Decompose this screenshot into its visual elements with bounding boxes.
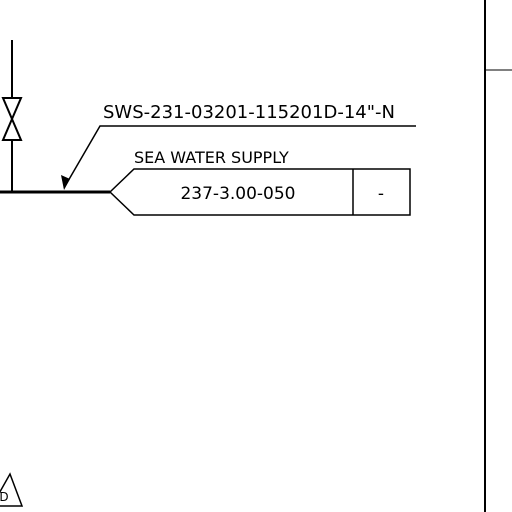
gate-valve-icon — [1, 97, 23, 141]
revision-mark-label: D — [0, 490, 9, 504]
service-label: SEA WATER SUPPLY — [134, 148, 289, 167]
drawing-ref-label: 237-3.00-050 — [180, 184, 295, 204]
offpage-connector: 237-3.00-050 - — [108, 168, 411, 216]
leader-line — [61, 125, 416, 190]
drawing-border — [484, 0, 512, 512]
arrow-head-icon — [61, 175, 70, 190]
revision-triangle-icon: D — [0, 472, 24, 507]
sheet-ref-label: - — [378, 184, 384, 204]
line-number-label: SWS-231-03201-115201D-14"-N — [103, 102, 395, 123]
